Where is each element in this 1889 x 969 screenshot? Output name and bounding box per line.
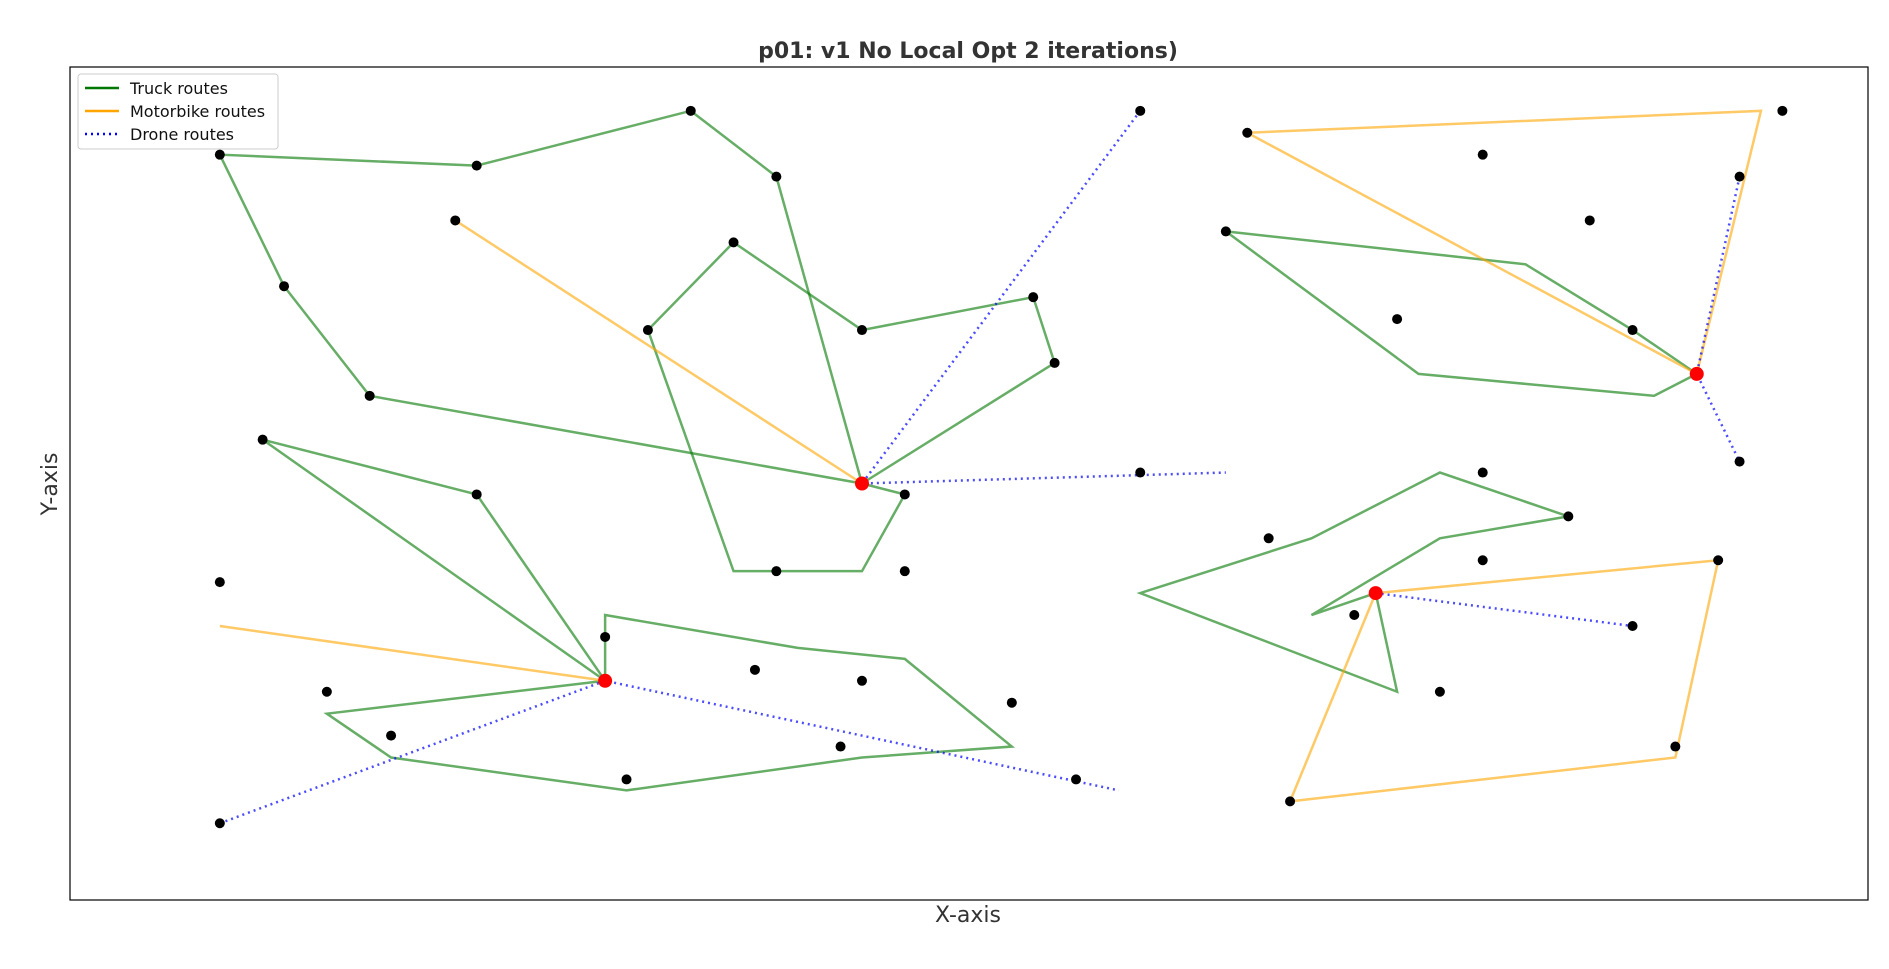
customer-point-33 bbox=[1220, 226, 1231, 237]
legend-motorbike-label: Motorbike routes bbox=[130, 102, 265, 121]
customer-point-14 bbox=[899, 566, 910, 577]
depot-point-3 bbox=[1368, 586, 1383, 601]
customer-point-35 bbox=[1392, 314, 1403, 325]
customer-point-15 bbox=[1135, 105, 1146, 116]
customer-point-19 bbox=[600, 631, 611, 642]
x-axis-label: X-axis bbox=[935, 903, 1001, 928]
customer-point-42 bbox=[1477, 555, 1488, 566]
customer-point-0 bbox=[214, 149, 225, 160]
drone-route-13 bbox=[1375, 591, 1633, 628]
customer-point-44 bbox=[1349, 610, 1360, 621]
motorbike-route-6 bbox=[219, 624, 606, 683]
customer-point-21 bbox=[856, 675, 867, 686]
customer-point-10 bbox=[1028, 292, 1039, 303]
chart-title: p01: v1 No Local Opt 2 iterations) bbox=[758, 39, 1178, 64]
customer-point-20 bbox=[749, 664, 760, 675]
customer-point-32 bbox=[1734, 171, 1745, 182]
customer-point-12 bbox=[899, 489, 910, 500]
depot-point-2 bbox=[1689, 366, 1704, 381]
customer-point-48 bbox=[1285, 796, 1296, 807]
customer-point-5 bbox=[364, 390, 375, 401]
customer-point-39 bbox=[1477, 467, 1488, 478]
legend-box bbox=[77, 73, 279, 150]
customer-point-27 bbox=[214, 818, 225, 829]
customer-point-17 bbox=[471, 489, 482, 500]
customer-point-4 bbox=[279, 281, 290, 292]
customer-point-6 bbox=[450, 215, 461, 226]
customer-point-47 bbox=[1670, 741, 1681, 752]
depot-point-0 bbox=[854, 476, 869, 491]
customer-point-23 bbox=[835, 741, 846, 752]
customer-point-24 bbox=[621, 774, 632, 785]
legend-truck-label: Truck routes bbox=[129, 79, 228, 98]
customer-point-8 bbox=[642, 325, 653, 336]
customer-point-16 bbox=[257, 434, 268, 445]
customer-point-25 bbox=[386, 730, 397, 741]
depot-point-1 bbox=[598, 673, 613, 688]
motorbike-route-9 bbox=[1242, 109, 1763, 375]
customer-point-45 bbox=[1627, 620, 1638, 631]
customer-point-18 bbox=[214, 577, 225, 588]
customer-point-11 bbox=[1049, 357, 1060, 368]
truck-route-11 bbox=[1136, 471, 1569, 694]
customer-point-41 bbox=[1563, 511, 1574, 522]
customer-point-9 bbox=[856, 325, 867, 336]
legend-drone-label: Drone routes bbox=[130, 125, 234, 144]
customer-point-7 bbox=[728, 237, 739, 248]
customer-point-28 bbox=[1071, 774, 1082, 785]
customer-point-46 bbox=[1434, 686, 1445, 697]
customer-point-2 bbox=[685, 105, 696, 116]
plot-area bbox=[69, 66, 1869, 901]
customer-point-3 bbox=[771, 171, 782, 182]
customer-point-40 bbox=[1263, 533, 1274, 544]
customer-point-30 bbox=[1777, 105, 1788, 116]
drone-route-10 bbox=[1695, 176, 1741, 463]
customer-point-38 bbox=[1135, 467, 1146, 478]
customer-point-34 bbox=[1584, 215, 1595, 226]
customer-point-13 bbox=[771, 566, 782, 577]
motorbike-route-12 bbox=[1288, 558, 1720, 803]
customer-point-29 bbox=[1242, 127, 1253, 138]
y-axis-label: Y-axis bbox=[38, 453, 63, 517]
legend: Truck routes Motorbike routes Drone rout… bbox=[77, 73, 279, 150]
customer-point-22 bbox=[1006, 697, 1017, 708]
customer-point-1 bbox=[471, 160, 482, 171]
points-layer bbox=[214, 105, 1788, 829]
customer-point-43 bbox=[1713, 555, 1724, 566]
customer-point-36 bbox=[1627, 325, 1638, 336]
customer-point-31 bbox=[1477, 149, 1488, 160]
truck-route-4 bbox=[261, 438, 607, 682]
customer-point-26 bbox=[321, 686, 332, 697]
truck-route-0 bbox=[217, 109, 864, 485]
truck-route-1 bbox=[646, 240, 1057, 573]
customer-point-37 bbox=[1734, 456, 1745, 467]
motorbike-route-2 bbox=[454, 219, 863, 485]
